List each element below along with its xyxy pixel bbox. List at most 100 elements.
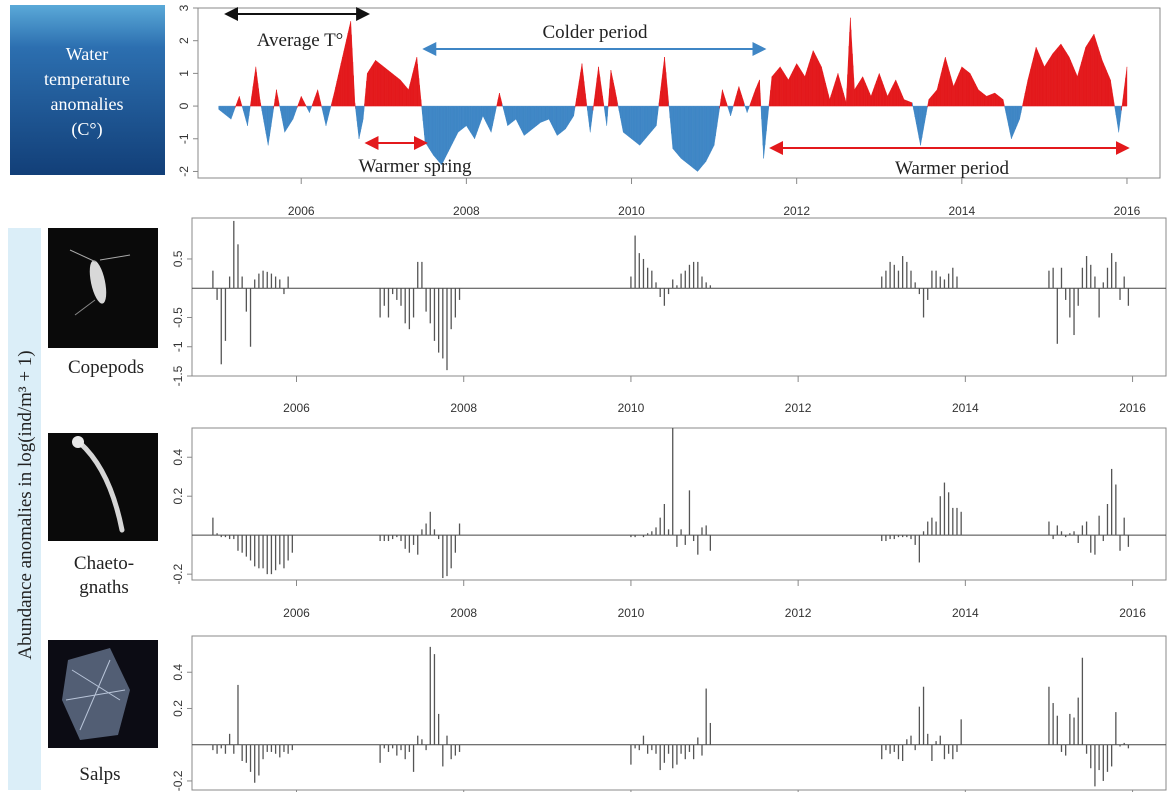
warm-anomaly-area: [1092, 33, 1095, 107]
cold-anomaly-area: [569, 105, 572, 124]
warm-anomaly-area: [980, 91, 983, 107]
cold-anomaly-area: [693, 105, 696, 170]
warm-anomaly-area: [829, 95, 832, 107]
warm-anomaly-area: [810, 54, 813, 107]
warm-anomaly-area: [395, 76, 398, 107]
warm-anomaly-area: [368, 68, 371, 107]
cold-anomaly-area: [639, 105, 642, 146]
cold-anomaly-area: [764, 105, 767, 145]
cold-anomaly-area: [573, 105, 576, 116]
warm-anomaly-area: [1100, 55, 1103, 107]
cold-anomaly-area: [321, 105, 324, 114]
plot-frame: [197, 7, 1161, 179]
warm-anomaly-area: [902, 96, 905, 107]
warm-anomaly-area: [390, 71, 393, 107]
cold-anomaly-area: [521, 105, 523, 133]
warm-anomaly-area: [1096, 42, 1099, 107]
cold-anomaly-area: [464, 105, 467, 128]
x-tick-label: 2010: [618, 204, 645, 218]
y-tick-label: 0.2: [171, 488, 185, 505]
cold-anomaly-area: [918, 105, 921, 146]
warm-anomaly-area: [1048, 57, 1051, 107]
warm-anomaly-area: [877, 73, 880, 107]
cold-anomaly-area: [716, 105, 719, 127]
warm-anomaly-area: [384, 67, 387, 107]
cold-anomaly-area: [711, 105, 713, 151]
warm-anomaly-area: [931, 94, 934, 107]
warm-anomaly-area: [719, 98, 722, 109]
warm-anomaly-area: [1073, 66, 1075, 107]
y-tick-label: -1: [171, 341, 185, 352]
copepods-panel: 2006 2008 2010 2012 2014 2016 -1.5 -1 -0.5 0.5: [171, 217, 1167, 415]
cold-anomaly-area: [654, 105, 657, 128]
warm-anomaly-area: [577, 80, 580, 107]
x-tick-label: 2016: [1119, 401, 1146, 415]
warm-anomaly-area: [876, 77, 879, 107]
warm-anomaly-area: [273, 98, 276, 109]
warm-anomaly-area: [1046, 59, 1049, 107]
cold-anomaly-area: [504, 105, 507, 121]
warm-anomaly-area: [738, 86, 741, 107]
warm-anomaly-area: [734, 96, 737, 107]
warm-anomaly-area: [1024, 86, 1027, 107]
cold-anomaly-area: [278, 103, 281, 112]
warm-anomaly-area: [884, 88, 887, 107]
warm-anomaly-area: [335, 80, 338, 107]
cold-anomaly-area: [645, 105, 647, 140]
warm-anomaly-area: [379, 63, 382, 107]
warm-anomaly-area: [961, 66, 964, 107]
cold-anomaly-area: [501, 103, 504, 110]
cold-anomaly-area: [291, 105, 294, 123]
cold-anomaly-area: [590, 105, 592, 133]
cold-anomaly-area: [715, 105, 718, 137]
x-tick-label: 2016: [1114, 204, 1141, 218]
warm-anomaly-area: [936, 84, 939, 107]
cold-anomaly-area: [222, 105, 226, 115]
warm-anomaly-area: [835, 77, 837, 107]
warm-anomaly-area: [991, 93, 994, 107]
warm-anomaly-area: [863, 79, 866, 107]
cold-anomaly-area: [244, 105, 247, 121]
cold-anomaly-area: [545, 105, 548, 121]
warm-anomaly-area: [658, 91, 661, 107]
cold-anomaly-area: [473, 105, 475, 140]
cold-anomaly-area: [518, 105, 521, 128]
cold-anomaly-area: [490, 105, 493, 133]
warm-anomaly-area: [784, 72, 786, 107]
cold-anomaly-area: [568, 105, 570, 126]
cold-anomaly-area: [676, 105, 679, 156]
cold-anomaly-area: [642, 105, 645, 143]
warm-anomaly-area: [998, 95, 1001, 107]
cold-anomaly-area: [920, 105, 923, 146]
cold-anomaly-area: [636, 105, 639, 145]
cold-anomaly-area: [669, 105, 672, 134]
warm-anomaly-area: [821, 66, 824, 107]
cold-anomaly-area: [426, 105, 429, 148]
warm-anomaly-area: [899, 89, 902, 107]
warm-anomaly-area: [887, 93, 890, 107]
warm-anomaly-area: [843, 92, 846, 107]
warm-anomaly-area: [1031, 58, 1034, 107]
cold-anomaly-area: [638, 105, 640, 146]
cold-anomaly-area: [431, 105, 434, 156]
warm-anomaly-area: [1000, 96, 1002, 107]
cold-anomaly-area: [1008, 105, 1011, 133]
warm-anomaly-area: [1071, 63, 1074, 107]
warm-anomaly-area: [312, 101, 314, 107]
cold-anomaly-area: [656, 105, 658, 126]
warm-anomaly-area: [857, 82, 859, 107]
cold-anomaly-area: [650, 105, 653, 133]
cold-anomaly-area: [1019, 105, 1022, 120]
warm-anomaly-area: [785, 74, 788, 107]
warm-anomaly-area: [1088, 40, 1091, 107]
warm-anomaly-area: [1086, 42, 1089, 107]
y-tick-label: 3: [177, 4, 191, 11]
cold-anomaly-area: [746, 105, 749, 113]
cold-anomaly-area: [696, 105, 698, 172]
cold-anomaly-area: [643, 105, 646, 141]
warm-anomaly-area: [1034, 47, 1037, 107]
cold-anomaly-area: [708, 105, 711, 157]
cold-anomaly-area: [471, 105, 474, 138]
warm-anomaly-area: [773, 72, 775, 107]
x-tick-label: 2006: [283, 401, 310, 415]
